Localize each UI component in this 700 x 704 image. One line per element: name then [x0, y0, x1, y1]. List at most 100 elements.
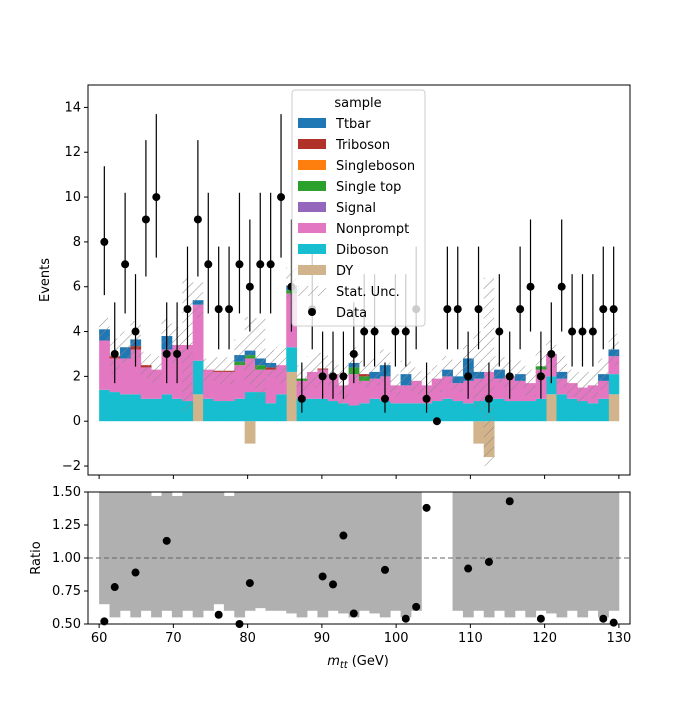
- stat-unc-band: [275, 347, 287, 384]
- bar-dy: [192, 394, 204, 422]
- data-point: [526, 282, 535, 291]
- stat-unc-band: [234, 339, 245, 371]
- ratio-x-tick-label: 120: [532, 631, 557, 646]
- legend-label-ttbar: Ttbar: [335, 117, 371, 132]
- ratio-point: [401, 614, 410, 623]
- bar-nonprompt: [99, 340, 110, 390]
- ratio-x-tick-label: 130: [606, 631, 631, 646]
- legend-swatch-signal: [298, 202, 326, 212]
- ratio-y-axis-label: Ratio: [29, 541, 44, 574]
- ratio-point: [131, 568, 140, 577]
- ratio-point: [422, 503, 431, 512]
- ratio-band-bin: [109, 492, 121, 618]
- ratio-band-bin: [161, 492, 173, 611]
- bar-diboson: [109, 392, 121, 422]
- data-point: [484, 394, 493, 403]
- main-panel: −2 0 2 4 6 8 10 12 14 Events sample Ttbar Triboso…: [38, 84, 631, 479]
- ratio-band-bin: [327, 492, 339, 611]
- ratio-band-bin: [223, 495, 235, 611]
- data-point: [609, 305, 618, 314]
- data-point: [349, 349, 358, 358]
- bar-dy: [244, 421, 256, 444]
- legend-swatch-singleboson: [298, 160, 326, 170]
- ratio-band-bin: [213, 492, 225, 605]
- bar-diboson: [275, 394, 287, 422]
- ratio-point: [412, 602, 421, 611]
- legend-swatch-data: [308, 308, 316, 316]
- bar-dy: [546, 394, 557, 422]
- bar-nonprompt: [203, 369, 214, 399]
- bar-diboson: [577, 401, 589, 422]
- bar-diboson: [452, 401, 464, 422]
- data-point: [100, 237, 109, 246]
- bar-diboson: [348, 405, 360, 422]
- bar-diboson: [390, 403, 401, 422]
- ratio-band-bin: [130, 492, 142, 618]
- data-point: [443, 305, 452, 314]
- bar-diboson: [442, 398, 453, 422]
- data-point: [329, 372, 338, 381]
- data-point: [121, 260, 130, 269]
- data-point: [225, 305, 234, 314]
- bar-diboson: [161, 394, 173, 422]
- ratio-band-bin: [317, 492, 329, 618]
- stat-unc-band: [577, 371, 588, 404]
- bar-diboson: [223, 401, 235, 422]
- data-point: [297, 394, 306, 403]
- bar-diboson: [265, 403, 277, 422]
- bar-dy: [286, 371, 298, 422]
- stat-unc-band: [473, 331, 484, 413]
- stat-unc-band: [369, 358, 380, 386]
- x-axis-label-main: m: [327, 654, 340, 669]
- ratio-x-tick-label: 60: [91, 631, 108, 646]
- ratio-y-tick-label: 1.50: [52, 485, 81, 500]
- bar-diboson: [494, 398, 505, 422]
- bar-diboson: [535, 398, 547, 422]
- stat-unc-band: [442, 356, 453, 384]
- ratio-point: [484, 557, 493, 566]
- bar-diboson: [234, 398, 246, 422]
- data-point: [495, 327, 504, 336]
- bar-dy: [608, 394, 620, 422]
- stat-unc-band: [608, 333, 619, 366]
- ratio-point: [599, 614, 608, 623]
- ratio-x-tick-label: 90: [314, 631, 331, 646]
- x-axis-label: mtt (GeV): [327, 654, 389, 671]
- stat-unc-band: [151, 356, 162, 384]
- ratio-band-bin: [410, 492, 422, 611]
- data-point: [516, 305, 525, 314]
- ratio-band-bin: [275, 492, 287, 611]
- ratio-band-bin: [244, 492, 256, 611]
- stat-unc-band: [203, 358, 214, 381]
- ratio-data-points: [100, 497, 618, 628]
- data-point: [474, 305, 483, 314]
- legend-swatch-nonprompt: [298, 223, 326, 233]
- ratio-band-bin: [296, 492, 308, 618]
- bar-nonprompt: [213, 371, 225, 402]
- y-tick-label: 14: [64, 100, 81, 115]
- ratio-band-bin: [587, 492, 599, 611]
- ratio-x-tick-label: 70: [165, 631, 182, 646]
- ratio-point: [110, 583, 119, 592]
- data-point: [266, 260, 275, 269]
- y-tick-label: 0: [73, 414, 81, 429]
- data-point: [141, 215, 150, 224]
- y-tick-label: 10: [64, 190, 81, 205]
- bar-nonprompt: [400, 385, 412, 404]
- ratio-x-tick-label: 100: [384, 631, 409, 646]
- stat-unc-band: [514, 360, 526, 388]
- data-point: [401, 327, 410, 336]
- ratio-band-bin: [566, 492, 578, 611]
- stat-unc-band: [566, 369, 578, 397]
- ratio-point: [339, 531, 348, 540]
- data-point: [193, 215, 202, 224]
- y-tick-label: 4: [73, 325, 81, 340]
- ratio-band-bin: [286, 492, 298, 614]
- main-y-axis-label: Events: [38, 258, 53, 302]
- ratio-uncertainty-band: [99, 492, 620, 618]
- main-plot-frame: [87, 84, 631, 476]
- stat-unc-band: [119, 331, 131, 363]
- stat-unc-band: [244, 316, 256, 385]
- ratio-band-bin: [348, 492, 360, 618]
- ratio-band-bin: [151, 495, 162, 618]
